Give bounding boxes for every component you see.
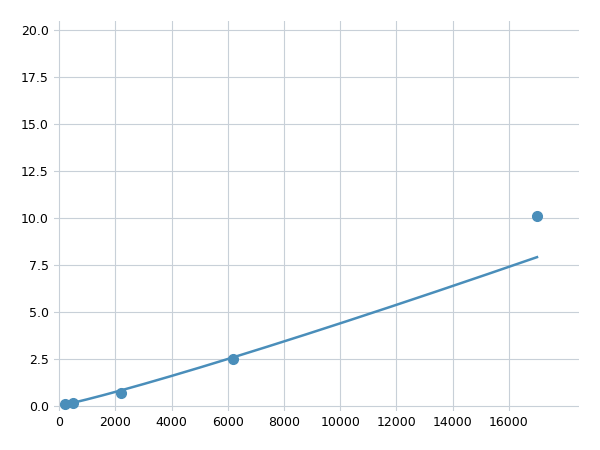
Point	[229, 355, 238, 362]
Point	[116, 390, 126, 397]
Point	[60, 400, 70, 408]
Point	[532, 212, 542, 220]
Point	[68, 399, 78, 406]
